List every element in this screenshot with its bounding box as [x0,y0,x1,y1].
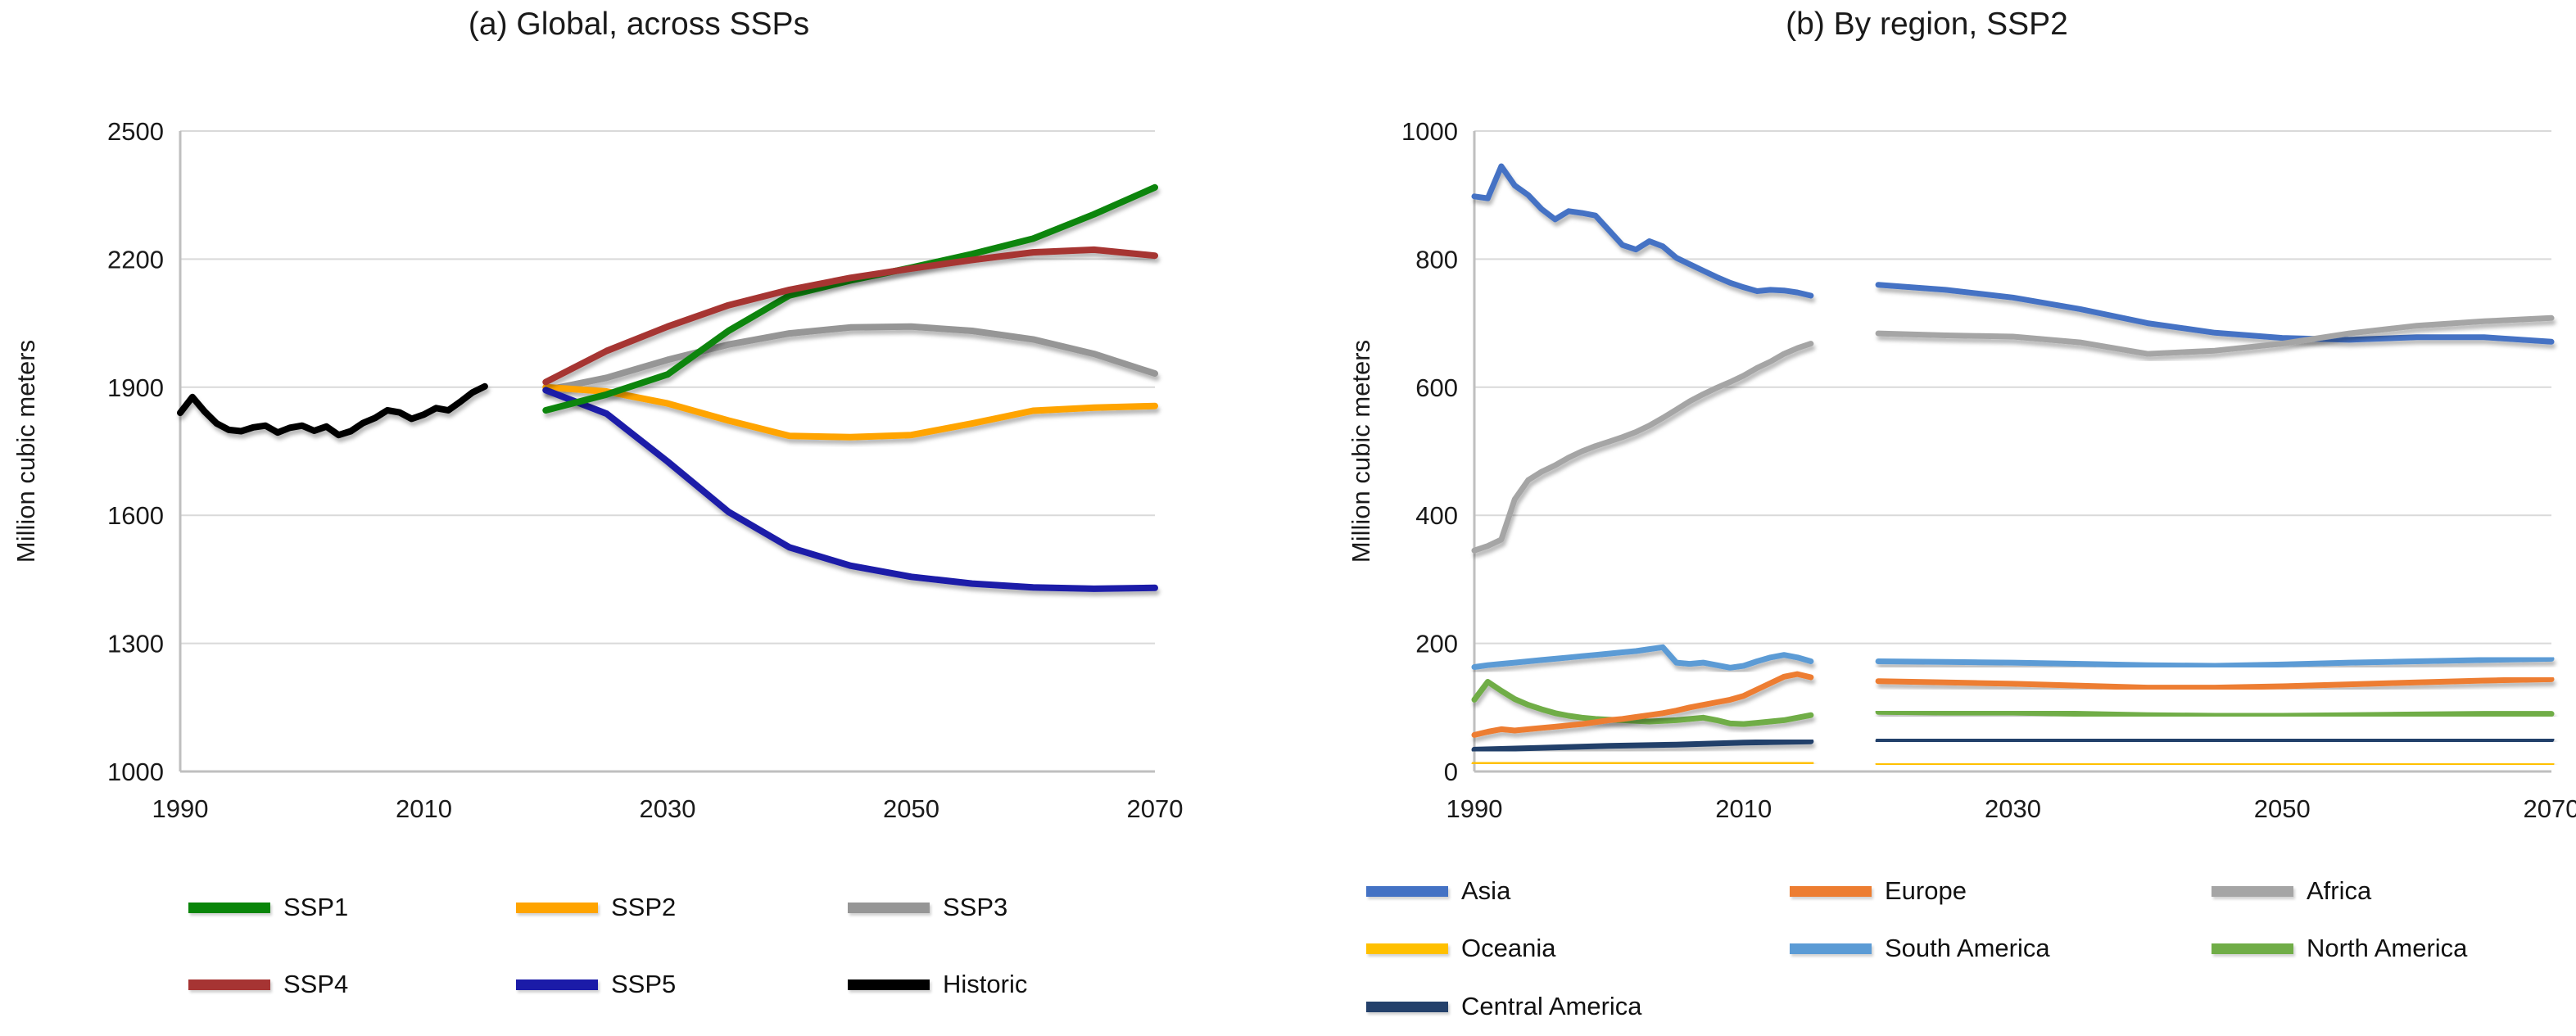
y-tick-label: 600 [1415,373,1458,402]
y-tick-label: 200 [1415,630,1458,658]
series-line-central-america [1471,738,1814,753]
legend-chip-north-america [2212,943,2293,954]
legend-chip-ssp2 [516,902,598,913]
legend-label-africa: Africa [2307,876,2372,905]
x-tick-label: 2010 [396,794,452,823]
series-line-ssp2 [542,383,1158,441]
legend-chip-south-america [1790,943,1872,954]
y-tick-label: 400 [1415,501,1458,530]
series-line-historic [177,382,488,439]
legend-label-ssp1: SSP1 [283,893,349,921]
y-tick-label: 1600 [107,501,164,530]
series-line-south-america [1875,655,2555,669]
legend-chip-ssp5 [516,979,598,990]
legend-chip-africa [2212,885,2293,897]
legend-item-south-america: South America [1790,934,2050,963]
legend-label-asia: Asia [1461,876,1511,905]
legend-item-ssp1: SSP1 [188,893,348,922]
series-line-north-america [1875,708,2555,719]
legend-item-ssp3: SSP3 [848,893,1007,922]
legend-chip-oceania [1366,943,1448,954]
series-line-asia [1875,282,2555,345]
chart-global-across-ssps: (a) Global, across SSPs 1000 1300 1600 1900… [0,0,1278,1036]
series-line-ssp1 [542,183,1158,414]
series-line-africa [1471,341,1814,554]
legend-item-asia: Asia [1366,876,1510,906]
chart-by-region-ssp2: (b) By region, SSP2 0 200 400 600 800 1000 199… [1278,0,2576,1036]
legend-item-historic: Historic [848,970,1027,999]
y-tick-label: 1000 [107,758,164,786]
x-tick-label: 1990 [152,794,209,823]
legend-label-ssp4: SSP4 [283,970,349,998]
legend-item-ssp5: SSP5 [516,970,676,999]
legend-label-oceania: Oceania [1461,934,1556,962]
legend-chip-central-america [1366,1001,1448,1012]
y-axis-title: Million cubic meters [11,340,40,563]
x-tick-label: 2010 [1715,794,1772,823]
series-line-north-america [1471,679,1814,727]
legend-item-africa: Africa [2212,876,2371,906]
x-tick-label: 2050 [883,794,939,823]
legend-chip-historic [848,979,930,990]
y-axis-title: Million cubic meters [1347,340,1375,563]
chart-a-title: (a) Global, across SSPs [468,7,810,42]
legend-label-ssp3: SSP3 [943,893,1008,921]
legend-chip-ssp1 [188,902,270,913]
y-tick-label: 1000 [1401,117,1458,146]
legend-item-europe: Europe [1790,876,1967,906]
series-line-ssp5 [542,387,1158,592]
legend-chip-asia [1366,885,1448,897]
series-line-asia [1471,163,1814,299]
series-line-ssp3 [542,323,1158,394]
y-tick-label: 0 [1444,758,1458,786]
legend-chip-ssp3 [848,902,930,913]
y-tick-label: 2200 [107,245,164,274]
legend-item-ssp4: SSP4 [188,970,348,999]
chart-b-title: (b) By region, SSP2 [1786,7,2068,42]
series-line-south-america [1471,644,1814,671]
series-line-oceania [1875,761,2555,767]
x-tick-label: 2030 [1985,794,2041,823]
series-line-europe [1471,671,1814,738]
legend-label-ssp2: SSP2 [611,893,677,921]
series-line-ssp4 [542,246,1158,386]
legend-label-europe: Europe [1885,876,1967,905]
series-line-oceania [1471,759,1814,767]
series-line-europe [1875,676,2555,691]
y-tick-label: 800 [1415,245,1458,274]
x-tick-label: 1990 [1446,794,1503,823]
legend-item-north-america: North America [2212,934,2467,963]
x-tick-label: 2050 [2254,794,2311,823]
legend-label-central-america: Central America [1461,992,1642,1020]
series-line-central-america [1875,736,2555,744]
legend-label-south-america: South America [1885,934,2050,962]
y-tick-label: 1900 [107,373,164,402]
legend-item-oceania: Oceania [1366,934,1555,963]
x-tick-label: 2070 [1127,794,1184,823]
x-tick-label: 2030 [640,794,696,823]
x-tick-label: 2070 [2524,794,2576,823]
y-tick-label: 2500 [107,117,164,146]
legend-item-central-america: Central America [1366,992,1642,1021]
legend-item-ssp2: SSP2 [516,893,676,922]
legend-label-historic: Historic [943,970,1028,998]
legend-label-ssp5: SSP5 [611,970,677,998]
legend-chip-europe [1790,885,1872,897]
y-tick-label: 1300 [107,630,164,658]
plot-area-global-across-ssps: 1000 1300 1600 1900 2200 2500 1990 2010 2030 2050… [11,117,1184,823]
legend-chip-ssp4 [188,979,270,990]
series-line-africa [1875,314,2555,357]
plot-area-by-region-ssp2: 0 200 400 600 800 1000 1990 2010 2030 2050 2070 Mil… [1347,117,2576,823]
legend-label-north-america: North America [2307,934,2468,962]
